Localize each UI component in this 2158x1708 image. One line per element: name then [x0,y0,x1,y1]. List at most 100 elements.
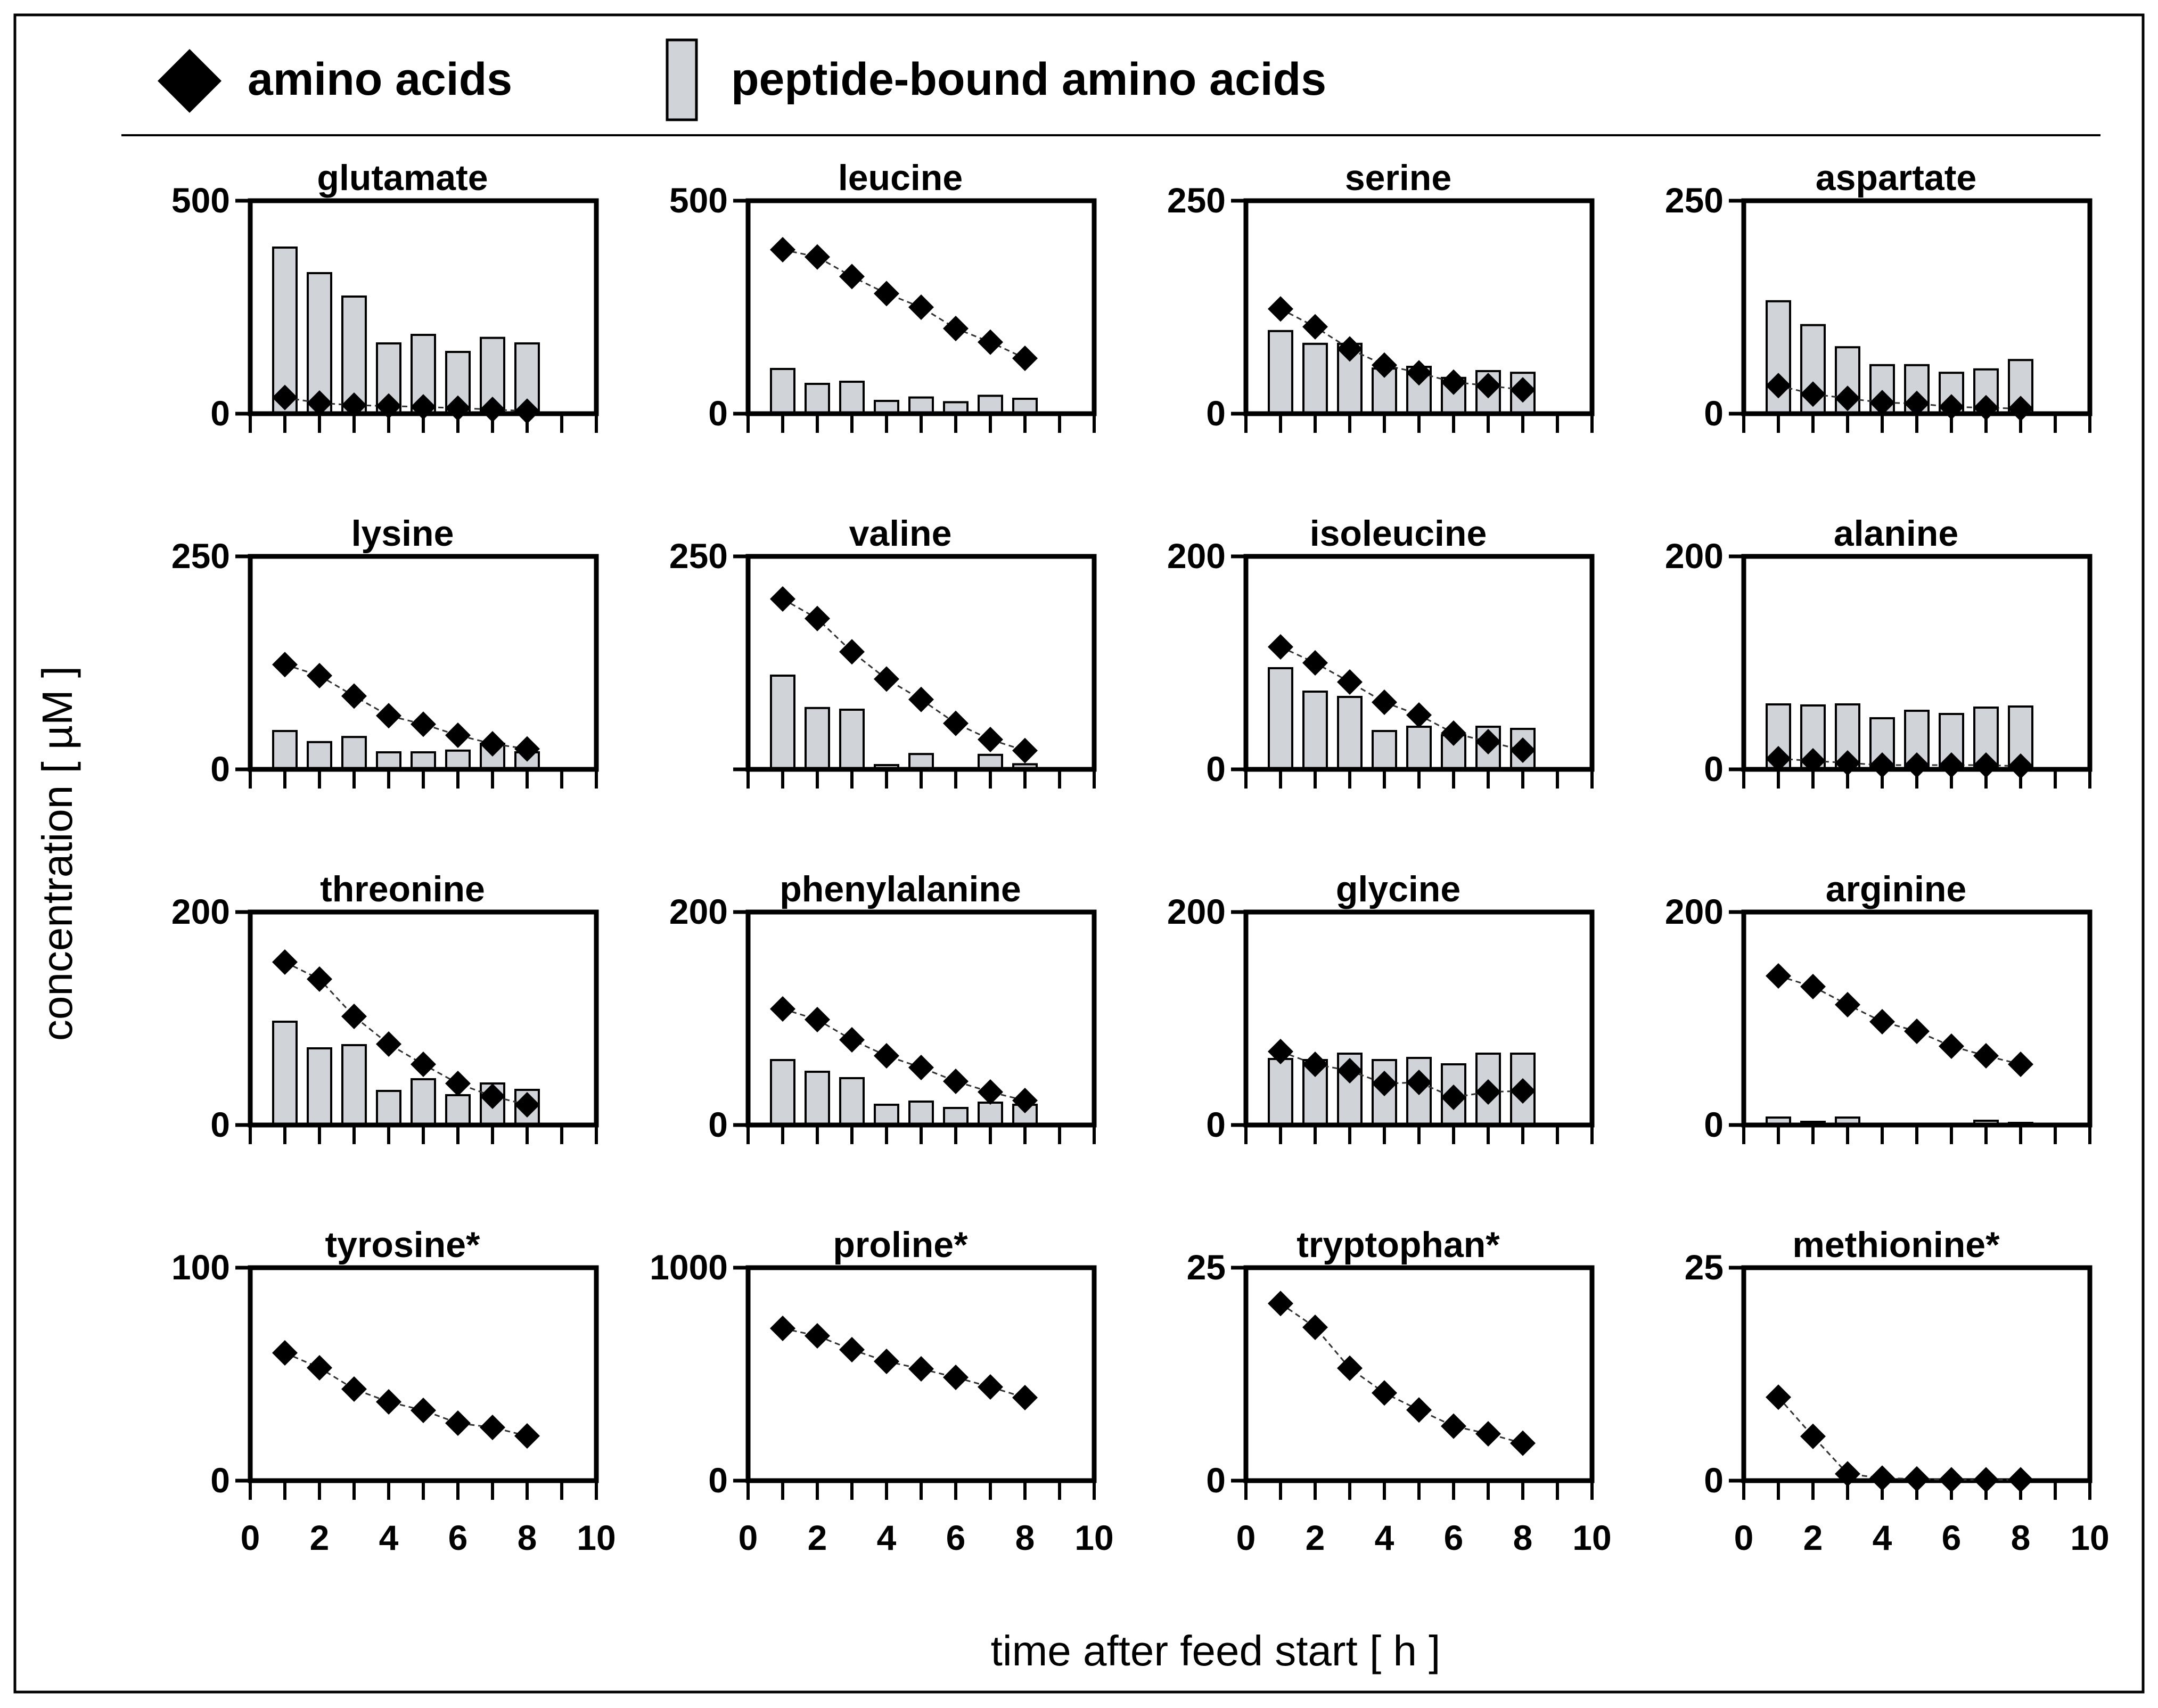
bar [341,1044,367,1126]
bar [805,1071,830,1126]
data-point [770,996,795,1022]
data-point [908,294,934,320]
panel-threonine: 200 0 threonine [171,869,599,1144]
y-tick-label: 25 [1187,1247,1226,1287]
data-point [1441,720,1466,746]
bar [272,1021,298,1126]
data-point [1973,1043,1999,1069]
data-point [1904,1466,1930,1492]
data-point [2008,1052,2033,1077]
data-point [1869,1009,1895,1034]
bar [1302,691,1328,770]
data-point [1302,1315,1328,1340]
x-tick-label: 10 [2070,1518,2109,1557]
y-tick-label: 0 [210,393,230,433]
data-point [770,237,795,262]
data-point [514,1423,540,1449]
data-point [376,1389,401,1415]
data-point [1268,1039,1293,1064]
data-point [514,736,540,762]
data-point [805,605,830,631]
data-point [1337,1355,1363,1381]
data-point [1475,729,1501,754]
data-point [307,390,332,416]
panel-glutamate: 500 0 glutamate [171,158,599,433]
y-tick-label: 200 [1167,892,1226,931]
data-point [1835,1461,1860,1487]
data-point [1012,346,1038,371]
bar [1268,667,1293,770]
data-point [1337,669,1363,695]
x-tick-label: 0 [739,1518,758,1557]
panel-proline: 1000 0 proline* 0 2 4 6 8 10 [650,1225,1114,1557]
panel-title: threonine [320,869,485,909]
bar [805,707,830,771]
data-point [1973,752,1999,778]
data-point [2008,753,2033,779]
y-tick-label: 250 [669,536,728,576]
bar [1406,1057,1432,1126]
bar [770,675,795,770]
data-point [1939,394,1964,420]
x-tick-label: 2 [1803,1518,1823,1557]
data-point [770,586,795,612]
panel-title: lysine [351,513,454,554]
y-tick-label: 200 [171,892,230,931]
data-point [1475,1421,1501,1447]
data-point [1800,974,1826,999]
data-point [341,1004,367,1029]
data-point [1372,1071,1397,1096]
data-point [1766,1384,1791,1410]
bar [1268,1058,1293,1126]
y-tick-label: 250 [1167,180,1226,220]
data-point [411,711,436,737]
data-point [1372,689,1397,715]
y-tick-label: 0 [210,1105,230,1144]
y-tick-label: 0 [1206,1460,1226,1500]
y-tick-label: 0 [708,393,728,433]
x-tick-label: 8 [2011,1518,2031,1557]
x-tick-label: 10 [1572,1518,1611,1557]
y-tick-label: 200 [1665,536,1724,576]
data-point [445,722,471,748]
panel-title: glutamate [317,158,488,198]
data-point [1510,1430,1536,1456]
y-tick-label: 200 [1665,892,1724,931]
y-tick-label: 100 [171,1247,230,1287]
panel-isoleucine: 200 0 isoleucine [1167,513,1595,789]
data-point [411,1052,436,1077]
data-point [1510,377,1536,403]
data-point [1302,1052,1328,1077]
data-point [411,394,436,420]
bar [839,1077,865,1126]
data-point [1012,1088,1038,1113]
y-tick-label: 0 [1704,1460,1724,1500]
bar [770,368,795,415]
bar [341,736,367,770]
data-point [1475,1079,1501,1105]
data-point [1904,390,1930,416]
y-tick-label: 25 [1685,1247,1724,1287]
panel-leucine: 500 0 leucine [669,158,1097,433]
y-axis-title: concentration [ µM ] [34,666,81,1041]
data-point [1268,296,1293,322]
data-point [1441,369,1466,395]
data-point [1337,1058,1363,1083]
panel-title: leucine [838,158,963,198]
data-point [1441,1085,1466,1110]
x-tick-label: 0 [241,1518,260,1557]
data-point [943,1365,969,1390]
data-point [480,731,505,757]
x-tick-label: 8 [518,1518,537,1557]
y-tick-label: 200 [669,892,728,931]
panel-title: methionine* [1792,1225,2000,1265]
data-point [1904,1019,1930,1044]
x-tick-label: 8 [1015,1518,1035,1557]
bar [307,741,332,771]
data-point [1406,1070,1432,1095]
data-point [341,683,367,709]
x-tick-label: 6 [1444,1518,1464,1557]
data-point [1406,360,1432,386]
data-point [2008,396,2033,422]
data-point [1869,1465,1895,1491]
